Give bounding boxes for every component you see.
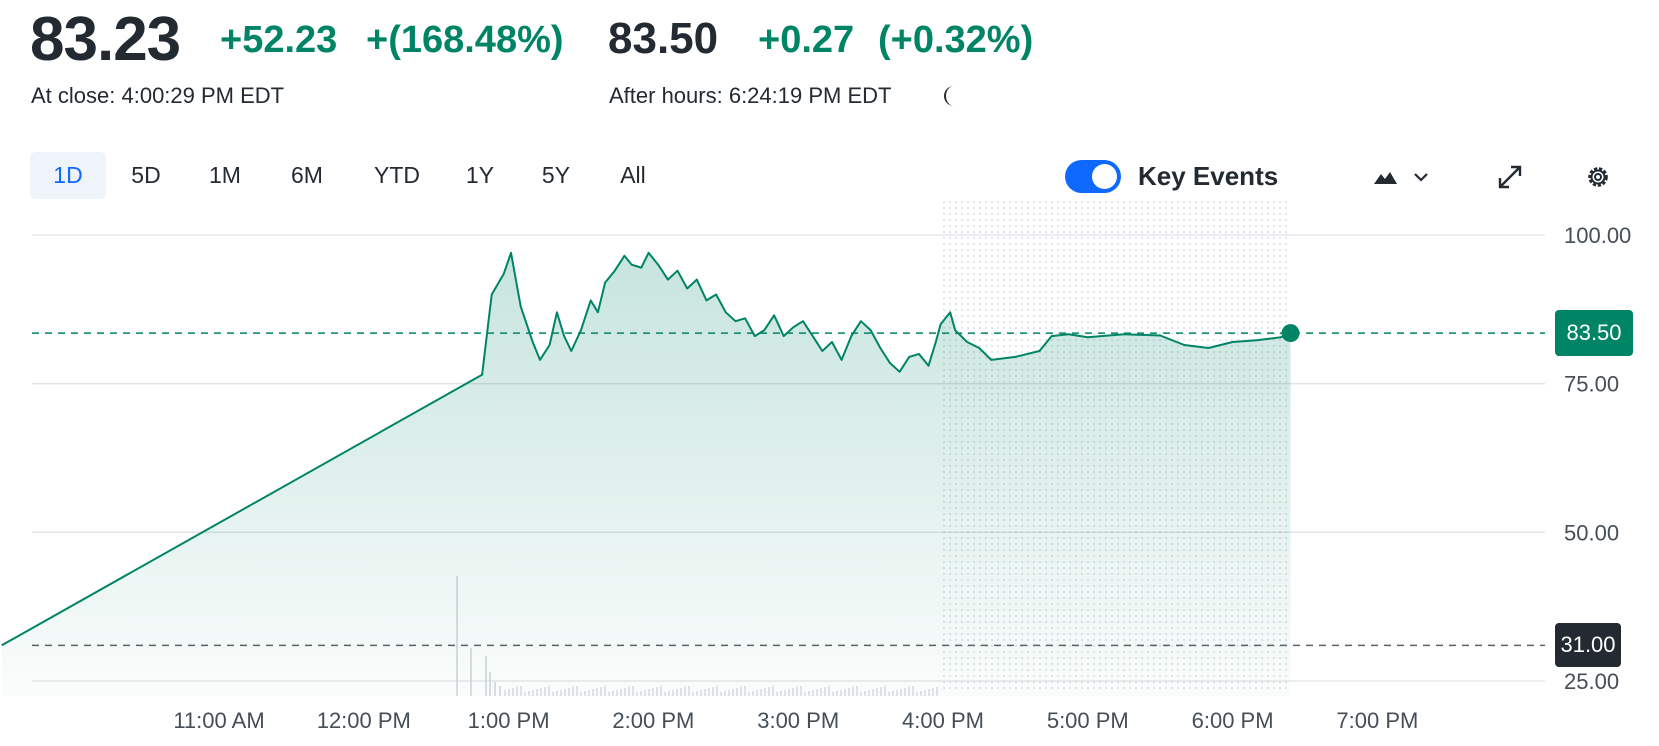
price-line (1, 251, 1291, 647)
x-tick-label: 4:00 PM (902, 708, 984, 733)
price-area (1, 252, 1291, 697)
x-tick-label: 2:00 PM (612, 708, 694, 733)
settings-button[interactable] (1583, 162, 1613, 192)
toggle-knob (1092, 164, 1117, 189)
price-change-percent: +(168.48%) (366, 19, 564, 61)
range-6m-button[interactable]: 6M (291, 162, 323, 188)
expand-icon (1498, 165, 1522, 189)
close-timestamp: At close: 4:00:29 PM EDT (31, 83, 285, 108)
price: 83.23 (30, 5, 181, 74)
x-tick-label: 3:00 PM (757, 708, 839, 733)
range-all-button[interactable]: All (620, 162, 646, 188)
y-tick-label: 100.00 (1564, 223, 1631, 248)
after-hours-price: 83.50 (608, 14, 719, 63)
x-tick-label: 6:00 PM (1192, 708, 1274, 733)
range-5y-button[interactable]: 5Y (541, 162, 571, 188)
expand-button[interactable] (1495, 162, 1525, 192)
y-tick-label: 25.00 (1564, 669, 1619, 694)
x-tick-label: 7:00 PM (1336, 708, 1418, 733)
key-events-label: Key Events (1138, 161, 1279, 191)
x-tick-label: 1:00 PM (468, 708, 550, 733)
x-tick-label: 12:00 PM (317, 708, 411, 733)
current-price-tag: 83.50 (1555, 310, 1633, 357)
range-5d-button[interactable]: 5D (131, 162, 161, 188)
range-1m-button[interactable]: 1M (209, 162, 241, 188)
after-hours-timestamp: After hours: 6:24:19 PM EDT (609, 83, 892, 108)
x-tick-label: 5:00 PM (1047, 708, 1129, 733)
range-1y-button[interactable]: 1Y (465, 162, 495, 188)
range-ytd-button[interactable]: YTD (374, 162, 420, 188)
last-price-dot (1281, 324, 1300, 343)
after-hours-change: +0.27 (758, 19, 855, 61)
y-tick-label: 50.00 (1564, 520, 1619, 545)
previous-close-tag: 31.00 (1555, 623, 1621, 668)
mountain-chart-icon (1374, 172, 1397, 184)
range-1d-button[interactable]: 1D (30, 152, 106, 199)
gear-icon (1588, 167, 1608, 187)
chart-type-button[interactable] (1370, 160, 1440, 194)
y-tick-label: 75.00 (1564, 372, 1619, 397)
moon-icon (944, 86, 954, 106)
chevron-down-icon (1414, 173, 1428, 182)
key-events-toggle[interactable] (1065, 160, 1121, 193)
x-tick-label: 11:00 AM (173, 708, 264, 733)
price-chart[interactable]: 25.00 50.00 75.00 100.00 11:00 AM 12:00 PM 1:0… (0, 200, 1659, 746)
price-change: +52.23 (220, 19, 338, 61)
after-hours-change-percent: (+0.32%) (878, 19, 1034, 61)
